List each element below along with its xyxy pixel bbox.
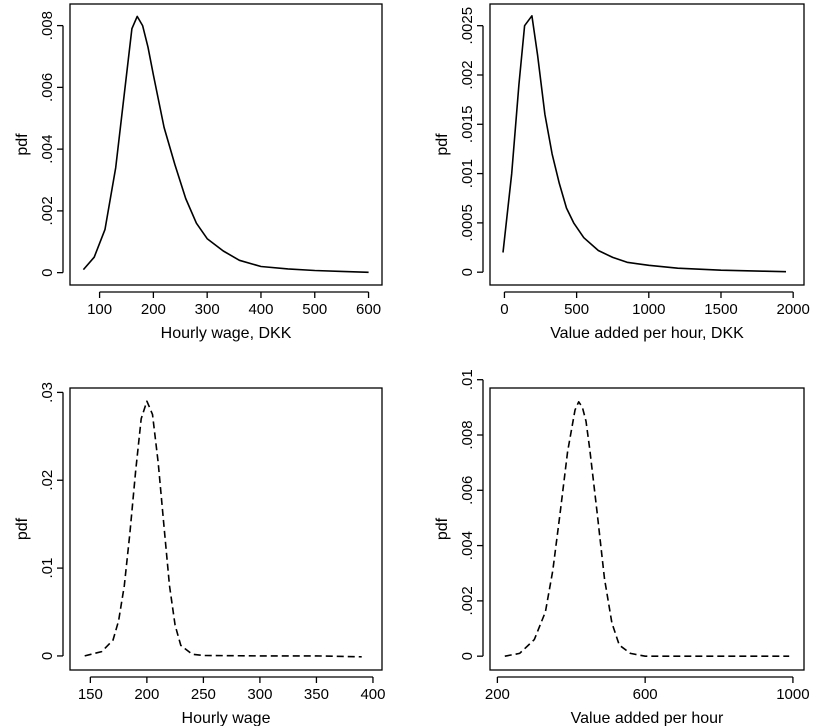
- y-axis-label: pdf: [14, 517, 31, 540]
- x-tick-label: 500: [564, 301, 589, 318]
- x-axis-label: Value added per hour: [571, 710, 724, 726]
- chart-panel-3: 150 200 250 300 350 400 0 .01 .02 .03 Hourly wage p…: [14, 382, 385, 726]
- x-tick-label: 200: [134, 686, 159, 703]
- plot-frame: [489, 387, 805, 671]
- y-axis-label: pdf: [14, 133, 31, 156]
- x-tick-label: 0: [500, 301, 508, 318]
- x-tick-label: 400: [360, 686, 385, 703]
- y-tick-label: 0: [39, 268, 56, 276]
- x-tick-label: 200: [485, 686, 510, 703]
- x-tick-label: 300: [195, 301, 220, 318]
- density-curve-1: [504, 400, 790, 658]
- y-tick-label: .01: [459, 369, 476, 390]
- y-tick-label: 0: [459, 268, 476, 276]
- plot-frame: [489, 3, 805, 286]
- y-tick-label: .002: [459, 586, 476, 615]
- y-tick-label: .02: [39, 470, 56, 491]
- x-tick-label: 500: [302, 301, 327, 318]
- plot-frame: [69, 387, 383, 671]
- x-tick-label: 400: [248, 301, 273, 318]
- x-axis-label: Value added per hour, DKK: [550, 325, 744, 342]
- x-tick-label: 150: [78, 686, 103, 703]
- chart-panel-4: 200 600 1000 0 .002 .004 .006 .008 .01 Value adde…: [434, 369, 810, 726]
- x-tick-label: 350: [304, 686, 329, 703]
- x-tick-label: 1000: [632, 301, 665, 318]
- x-tick-label: 1000: [776, 686, 809, 703]
- y-tick-label: .03: [39, 382, 56, 403]
- y-tick-label: 0: [459, 652, 476, 660]
- x-tick-label: 1500: [704, 301, 737, 318]
- density-curve-1: [84, 400, 362, 658]
- y-tick-label: .006: [459, 476, 476, 505]
- y-tick-label: .01: [39, 558, 56, 579]
- y-axis-label: pdf: [434, 517, 451, 540]
- x-tick-label: 250: [191, 686, 216, 703]
- y-tick-label: .0015: [459, 106, 476, 144]
- y-tick-label: .002: [459, 60, 476, 89]
- x-tick-label: 2000: [776, 301, 809, 318]
- plot-frame: [69, 3, 383, 286]
- x-tick-label: 600: [356, 301, 381, 318]
- x-tick-label: 100: [87, 301, 112, 318]
- x-axis-label: Hourly wage, DKK: [161, 325, 292, 342]
- y-tick-label: .002: [39, 196, 56, 225]
- x-tick-label: 200: [141, 301, 166, 318]
- y-tick-label: .008: [39, 11, 56, 40]
- y-tick-label: .008: [459, 420, 476, 449]
- x-tick-label: 300: [247, 686, 272, 703]
- chart-panel-2: 0 500 1000 1500 2000 0 .0005 .001 .0015 .002 .0025…: [434, 3, 810, 342]
- y-tick-label: .006: [39, 73, 56, 102]
- y-axis-label: pdf: [434, 133, 451, 156]
- density-curve-1: [502, 15, 787, 273]
- y-tick-label: 0: [39, 652, 56, 660]
- x-axis-label: Hourly wage: [182, 710, 271, 726]
- y-tick-label: .0025: [459, 7, 476, 45]
- x-tick-label: 600: [633, 686, 658, 703]
- density-curve-1: [82, 15, 369, 274]
- y-tick-label: .001: [459, 159, 476, 188]
- y-tick-label: .0005: [459, 204, 476, 242]
- chart-panel-1: 100 200 300 400 500 600 0 .002 .004 .006 .008 Hourl…: [14, 3, 383, 342]
- y-tick-label: .004: [459, 531, 476, 560]
- y-tick-label: .004: [39, 135, 56, 164]
